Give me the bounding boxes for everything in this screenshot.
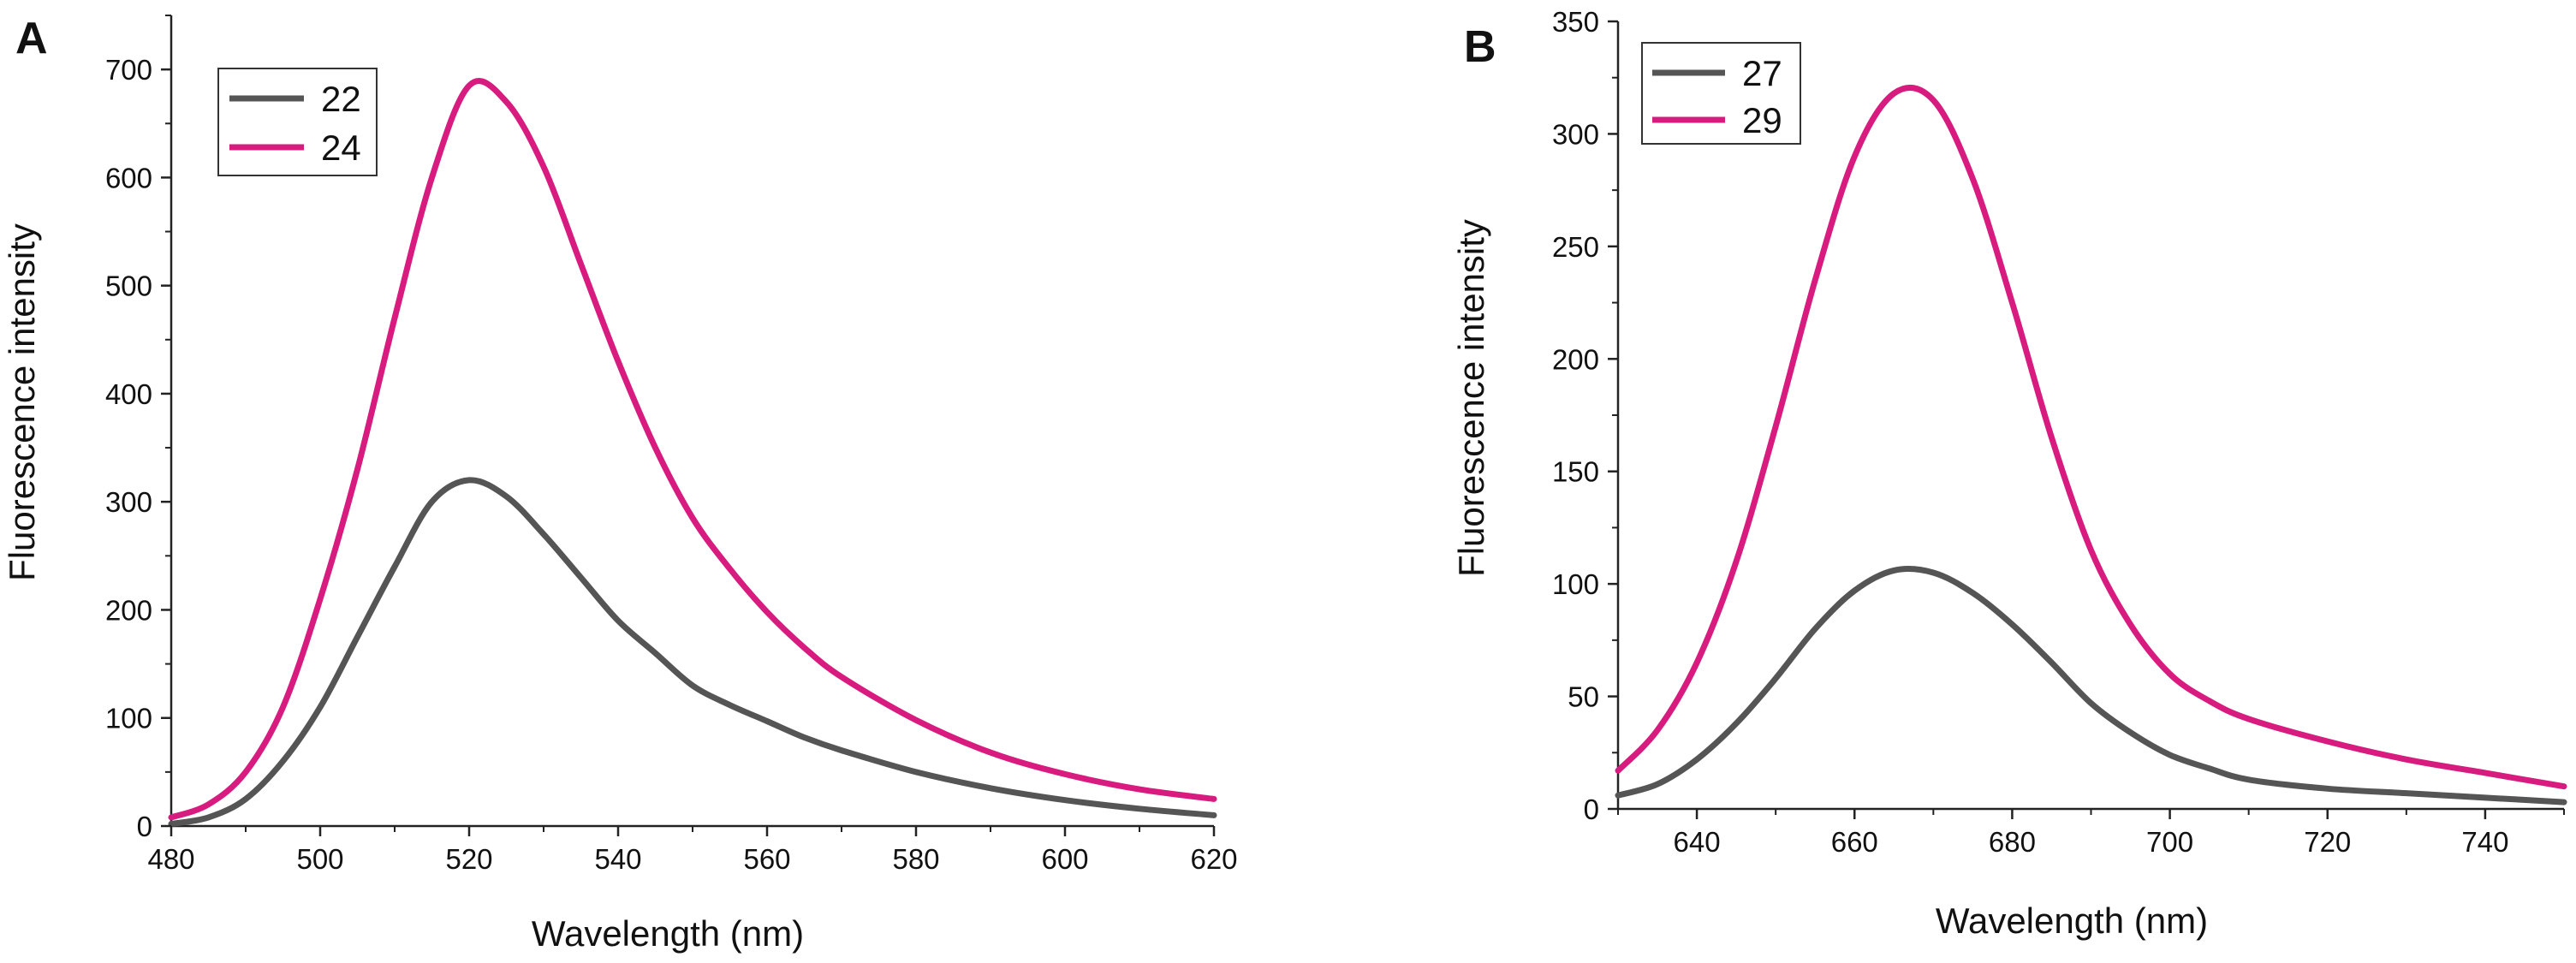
panel-a-y-tick-label: 700 xyxy=(105,54,152,86)
panel-b-y-tick-label: 0 xyxy=(1584,794,1599,825)
panel-b-x-tick-label: 720 xyxy=(2304,826,2351,858)
panel-b-series-27-line xyxy=(1615,566,2567,805)
panel-a-x-tick-label: 620 xyxy=(1190,843,1237,875)
panel-b-y-tick-label: 100 xyxy=(1552,568,1599,600)
panel-a-ticks: 480 500 520 540 560 580 600 620 0 100 200 300 400 500… xyxy=(105,15,1238,875)
panel-a-y-axis-title: Fluorescence intensity xyxy=(2,223,42,581)
panel-b-x-tick-label: 660 xyxy=(1831,826,1878,858)
panel-a-y-tick-label: 300 xyxy=(105,486,152,518)
panel-b-letter: B xyxy=(1464,22,1496,72)
panel-a: A 480 500 520 540 560 580 600 620 0 100 200 300 400 5… xyxy=(2,14,1238,954)
panel-b-x-tick-label: 680 xyxy=(1989,826,2036,858)
panel-a-series-24-line xyxy=(168,78,1217,821)
panel-a-x-tick-label: 480 xyxy=(147,843,194,875)
panel-b-ticks: 640 660 680 700 720 740 0 50 100 150 200 250 300 350 xyxy=(1552,6,2565,858)
panel-a-y-tick-label: 200 xyxy=(105,594,152,626)
panel-b: B 640 660 680 700 720 740 0 50 100 150 200 250 300 35… xyxy=(1451,6,2567,941)
panel-a-x-tick-label: 520 xyxy=(445,843,492,875)
panel-a-series-22-line xyxy=(168,477,1217,827)
panel-b-y-tick-label: 250 xyxy=(1552,231,1599,263)
panel-b-y-tick-label: 150 xyxy=(1552,456,1599,488)
panel-b-x-tick-label: 700 xyxy=(2146,826,2193,858)
panel-a-legend-label-24: 24 xyxy=(321,128,361,168)
panel-a-series xyxy=(168,78,1217,827)
panel-b-y-axis-title: Fluorescence intensity xyxy=(1451,219,1491,577)
panel-a-legend-box xyxy=(217,68,378,176)
panel-a-x-tick-label: 580 xyxy=(892,843,939,875)
panel-a-y-tick-label: 400 xyxy=(105,378,152,410)
panel-a-legend-label-22: 22 xyxy=(321,79,361,119)
panel-b-series-29-line xyxy=(1615,84,2567,790)
panel-b-series xyxy=(1615,84,2567,805)
panel-b-legend-label-29: 29 xyxy=(1742,100,1782,140)
panel-a-y-tick-label: 100 xyxy=(105,703,152,734)
panel-a-x-tick-label: 560 xyxy=(743,843,790,875)
panel-b-x-tick-label: 740 xyxy=(2461,826,2508,858)
panel-a-letter: A xyxy=(15,14,48,63)
panel-b-x-tick-label: 640 xyxy=(1674,826,1721,858)
panel-b-legend: 27 29 xyxy=(1641,42,1801,145)
panel-a-x-axis-title: Wavelength (nm) xyxy=(532,913,804,954)
panel-b-x-axis-title: Wavelength (nm) xyxy=(1936,901,2208,941)
panel-b-y-tick-label: 200 xyxy=(1552,343,1599,375)
panel-a-x-tick-label: 600 xyxy=(1041,843,1088,875)
panel-b-legend-label-27: 27 xyxy=(1742,53,1782,93)
panel-a-y-tick-label: 0 xyxy=(137,811,152,842)
panel-a-x-tick-label: 500 xyxy=(296,843,343,875)
panel-b-legend-box xyxy=(1641,42,1801,145)
panel-b-y-tick-label: 300 xyxy=(1552,118,1599,150)
panel-a-x-tick-label: 540 xyxy=(594,843,641,875)
panel-b-y-tick-label: 350 xyxy=(1552,6,1599,38)
panel-a-y-tick-label: 500 xyxy=(105,270,152,302)
panel-b-y-tick-label: 50 xyxy=(1568,681,1599,713)
panel-a-legend: 22 24 xyxy=(217,68,378,176)
panel-a-y-tick-label: 600 xyxy=(105,162,152,193)
